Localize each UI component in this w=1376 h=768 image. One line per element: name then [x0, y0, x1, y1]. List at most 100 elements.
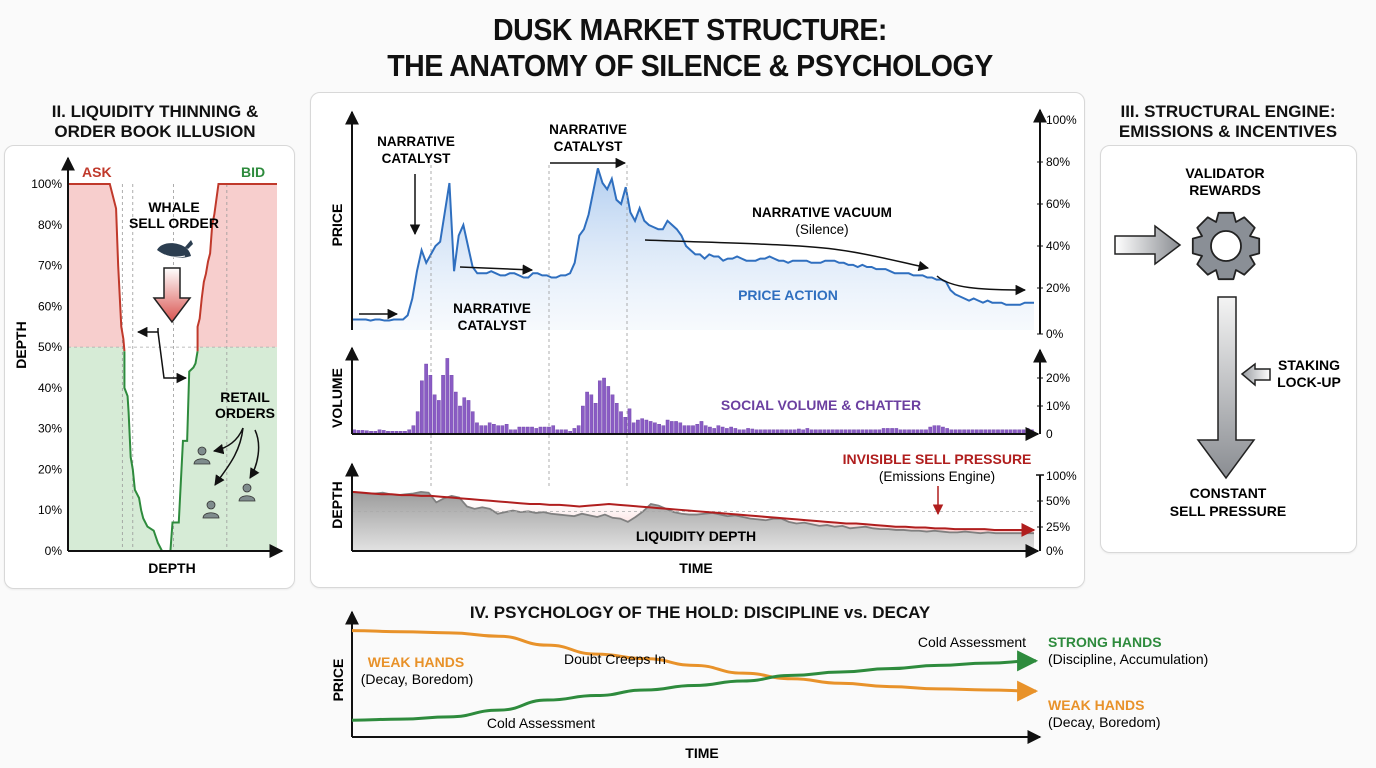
bid-label: BID	[241, 164, 265, 180]
strong-hands-line	[351, 650, 1039, 722]
order-book-gap	[68, 184, 277, 551]
retail-arrow	[249, 429, 260, 479]
engine-title-line2: EMISSIONS & INCENTIVES	[1118, 122, 1338, 141]
price-line	[352, 167, 1034, 322]
whale-belly	[164, 254, 186, 258]
staking-arrow-icon	[1240, 362, 1271, 387]
volume-tick-label: 10%	[1046, 399, 1070, 413]
sell-pressure-arrow-icon	[1196, 296, 1256, 480]
price-axis-label: PRICE	[329, 204, 345, 247]
volume-tick-label: 0	[1046, 427, 1053, 441]
y-tick-label: 40%	[38, 381, 62, 395]
price-tick-label: 20%	[1046, 281, 1070, 295]
y-tick-label: 70%	[38, 259, 62, 273]
y-tick-label: 60%	[38, 299, 62, 313]
ask-curve-lower	[123, 351, 163, 552]
catalyst1-label-line2: CATALYST	[382, 151, 452, 166]
bid-pointer-arrow	[157, 331, 188, 384]
whale-label-line2: SELL ORDER	[129, 215, 219, 231]
weak-hands-right-label: WEAK HANDS	[1048, 697, 1144, 713]
price-tick-label: 0%	[1046, 327, 1064, 341]
main-title-line2: THE ANATOMY OF SILENCE & PSYCHOLOGY	[387, 48, 993, 83]
constant-sell-label-line2: SELL PRESSURE	[1170, 503, 1286, 519]
whale-body	[157, 240, 193, 258]
y-tick-label: 20%	[38, 462, 62, 476]
engine-title-line1: III. STRUCTURAL ENGINE:	[1120, 102, 1336, 121]
order-book-title-line1: II. LIQUIDITY THINNING &	[51, 102, 259, 121]
catalyst2-label-line2: CATALYST	[554, 139, 624, 154]
price-tick-label: 100%	[1046, 113, 1077, 127]
main-title: DUSK MARKET STRUCTURE: THE ANATOMY OF SI…	[340, 12, 1039, 84]
depth-tick-label: 50%	[1046, 494, 1070, 508]
whale-icon	[157, 240, 193, 258]
person-body	[238, 495, 256, 502]
catalyst3-label-line1: NARRATIVE	[453, 301, 531, 316]
volume-tick-label: 20%	[1046, 371, 1070, 385]
liquidity-depth-label: LIQUIDITY DEPTH	[636, 528, 756, 544]
depth-tick-label: 25%	[1046, 520, 1070, 534]
psychology-title: IV. PSYCHOLOGY OF THE HOLD: DISCIPLINE v…	[469, 603, 931, 622]
ask-label: ASK	[82, 164, 112, 180]
depth-axis-label: DEPTH	[329, 481, 345, 528]
person-head	[206, 500, 216, 510]
engine-title: III. STRUCTURAL ENGINE: EMISSIONS & INCE…	[1090, 102, 1366, 142]
time-axis-label: TIME	[679, 560, 712, 576]
sell-pressure-label: INVISIBLE SELL PRESSURE	[843, 451, 1032, 467]
engine-diagram: VALIDATOR REWARDS STAKING LOCK-UP CONSTA…	[1114, 165, 1341, 519]
weak-hands-left-label: WEAK HANDS	[368, 654, 464, 670]
gear-icon	[1191, 211, 1261, 281]
order-book-title-line2: ORDER BOOK ILLUSION	[54, 122, 256, 141]
vacuum-arrow	[644, 239, 930, 272]
retail-arrow	[212, 427, 244, 455]
ask-curve-upper	[68, 183, 126, 352]
y-tick-label: 50%	[38, 340, 62, 354]
volume-axis-label: VOLUME	[329, 368, 345, 428]
bid-curve-lower	[169, 351, 199, 552]
y-tick-label: 80%	[38, 218, 62, 232]
person-head	[197, 446, 207, 456]
psych-time-label: TIME	[685, 745, 718, 761]
retail-label-line2: ORDERS	[215, 405, 275, 421]
person-body	[202, 512, 220, 519]
depth-tick-label: 0%	[1046, 544, 1064, 558]
strong-hands-label: STRONG HANDS	[1048, 634, 1162, 650]
sell-pressure-line	[351, 490, 1036, 537]
input-arrow-icon	[1114, 224, 1182, 266]
depth-tick-label: 100%	[1046, 469, 1077, 483]
person-icon	[238, 483, 256, 502]
y-tick-label: 30%	[38, 422, 62, 436]
doubt-label: Doubt Creeps In	[564, 651, 666, 667]
price-action-label: PRICE ACTION	[738, 287, 838, 303]
catalyst1-label-line1: NARRATIVE	[377, 134, 455, 149]
y-axis-label: DEPTH	[13, 321, 29, 368]
strong-hands-sublabel: (Discipline, Accumulation)	[1048, 651, 1208, 667]
person-icon	[202, 500, 220, 519]
retail-arrow	[214, 427, 244, 486]
staking-label-line2: LOCK-UP	[1277, 374, 1341, 390]
decline-arrow	[936, 275, 1027, 296]
catalyst3-label-line2: CATALYST	[458, 318, 528, 333]
catalyst2-label-line1: NARRATIVE	[549, 122, 627, 137]
weak-hands-right-sublabel: (Decay, Boredom)	[1048, 714, 1161, 730]
weak-hands-left-sublabel: (Decay, Boredom)	[361, 671, 474, 687]
person-body	[193, 458, 211, 465]
validator-label-line1: VALIDATOR	[1185, 165, 1264, 181]
cold-assessment-bottom-label: Cold Assessment	[487, 715, 595, 731]
liquidity-area	[352, 491, 1034, 551]
y-tick-label: 100%	[31, 177, 62, 191]
person-head	[242, 483, 252, 493]
cold-assessment-top-label: Cold Assessment	[918, 634, 1026, 650]
constant-sell-label-line1: CONSTANT	[1190, 485, 1267, 501]
order-book-chart: 0% 10% 20% 30% 40% 50% 60% 70% 80% 100% DEPTH DEPTH…	[13, 156, 284, 576]
main-title-line1: DUSK MARKET STRUCTURE:	[493, 12, 887, 47]
between-catalysts-arrow	[459, 264, 534, 275]
validator-label-line2: REWARDS	[1189, 182, 1261, 198]
price-tick-label: 40%	[1046, 239, 1070, 253]
person-icon	[193, 446, 211, 465]
weak-hands-line	[351, 629, 1039, 702]
y-tick-label: 10%	[38, 503, 62, 517]
price-tick-label: 80%	[1046, 155, 1070, 169]
liquidity-line	[351, 490, 1034, 535]
price-tick-label: 60%	[1046, 197, 1070, 211]
